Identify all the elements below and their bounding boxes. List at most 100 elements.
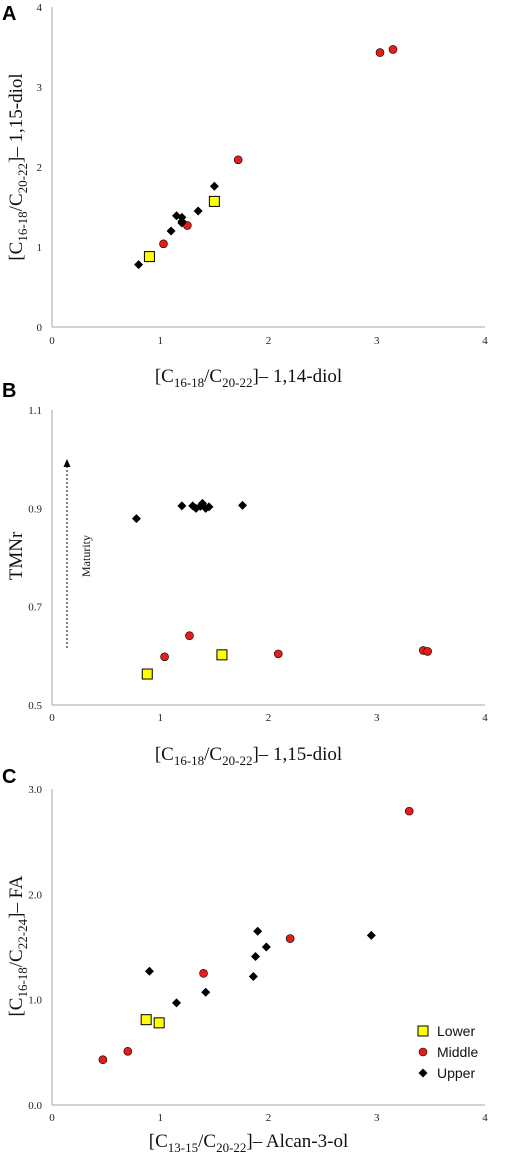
axis-title-part-sub2: 20-22 (216, 1140, 246, 1155)
axis-title-part-sub2: 20-22 (222, 753, 252, 768)
axis-title-part-mid: /C (6, 949, 27, 967)
data-point-upper (261, 942, 271, 952)
axis-title-part-close: ]– 1,15-diol (6, 73, 27, 163)
axis-title-part-mid: /C (204, 366, 222, 387)
data-point-upper (209, 181, 219, 191)
x-tick-label: 1 (158, 712, 164, 724)
maturity-arrow-head (63, 459, 71, 467)
x-tick-label: 0 (49, 1112, 55, 1124)
data-point-lower (208, 195, 220, 207)
legend-marker-upper (418, 1068, 428, 1078)
axis-title-part-close: ]– FA (6, 875, 27, 919)
x-tick-label: 4 (482, 712, 488, 724)
legend: Lower Middle Upper (417, 1023, 478, 1081)
legend-label-lower: Lower (437, 1023, 475, 1039)
data-point-upper (248, 971, 258, 981)
y-tick-label: 0 (37, 322, 43, 334)
axis-title-part-mid: /C (6, 193, 27, 211)
data-point-middle (233, 155, 243, 165)
data-point-upper (177, 218, 187, 228)
y-tick-label: 0.7 (28, 602, 42, 614)
data-point-upper (177, 501, 187, 511)
x-tick-label: 3 (374, 712, 380, 724)
axis-title-part-open: [C (6, 998, 27, 1017)
panel-c: C0 1 2 3 40.01.02.03.0[C13-15/C20-22]– Alcan… (2, 766, 488, 1155)
axis-title-part-sub2: 22-24 (15, 918, 30, 949)
data-point-middle (123, 1046, 133, 1056)
data-point-upper (366, 930, 376, 940)
x-axis-title: [C16-18/C20-22]– 1,14-diol (155, 366, 342, 390)
data-point-upper (251, 951, 261, 961)
data-point-upper (134, 260, 144, 270)
axis-title-part-close: ]– 1,14-diol (252, 366, 342, 387)
x-tick-label: 3 (374, 1112, 380, 1124)
axis-title-part-sub1: 16-18 (15, 967, 30, 997)
y-tick-label: 1 (37, 242, 43, 254)
data-point-middle (423, 647, 432, 656)
data-point-upper (166, 226, 176, 236)
y-tick-label: 2.0 (28, 889, 42, 901)
panel-b: B 0 1 2 3 4 0.5 0.7 0.9 1.1 [C16-18/C20-22]– 1,15-… (2, 380, 488, 768)
data-point-middle (159, 239, 168, 249)
data-point-middle (185, 631, 194, 640)
axis-title-part-sub2: 20-22 (15, 163, 30, 193)
axis-title-part-sub1: 16-18 (15, 211, 30, 241)
axis-title-part-close: ]– 1,15-diol (252, 744, 342, 765)
axis-title-part-open: [C (149, 1131, 168, 1152)
y-tick-label: 1.0 (28, 995, 42, 1007)
y-axis-title: [C16-18/C20-22]– 1,15-diol (6, 73, 30, 260)
data-point-upper (238, 500, 248, 510)
data-point-upper (144, 966, 154, 976)
data-point-lower (140, 1014, 152, 1026)
data-point-middle (199, 969, 208, 978)
maturity-annotation: Maturity (79, 535, 93, 577)
y-tick-label: 3 (37, 82, 43, 94)
legend-label-upper: Upper (437, 1065, 475, 1081)
panel-letter: C (2, 766, 16, 788)
x-tick-label: 0 (49, 712, 55, 724)
x-tick-label: 0 (49, 335, 55, 347)
x-tick-label: 1 (158, 1112, 164, 1124)
axis-title-part-sub1: 16-18 (174, 753, 204, 768)
data-point-middle (98, 1055, 108, 1065)
y-tick-label: 0.5 (28, 700, 42, 712)
x-tick-label: 4 (482, 1112, 488, 1124)
legend-marker-lower (417, 1025, 429, 1037)
data-point-lower (153, 1017, 165, 1029)
data-point-upper (204, 502, 214, 512)
data-point-upper (253, 926, 263, 936)
legend-label-middle: Middle (437, 1044, 478, 1060)
data-point-upper (131, 514, 141, 524)
data-point-upper (193, 206, 203, 216)
panel-letter: B (2, 380, 16, 402)
data-point-upper (171, 998, 181, 1008)
axis-title-part-open: [C (155, 366, 174, 387)
axis-title-part-sub1: 13-15 (168, 1140, 198, 1155)
x-tick-label: 2 (266, 712, 272, 724)
axis-title-part-mid: /C (198, 1131, 216, 1152)
y-tick-label: 3.0 (28, 784, 42, 796)
x-axis-title: [C13-15/C20-22]– Alcan-3-ol (149, 1131, 348, 1155)
x-tick-label: 3 (374, 335, 380, 347)
data-point-middle (375, 48, 385, 57)
data-point-middle (273, 649, 283, 659)
data-point-middle (285, 934, 295, 943)
axis-title-part-open: [C (155, 744, 174, 765)
data-point-middle (404, 806, 414, 816)
axis-title-part-sub1: 16-18 (174, 375, 204, 390)
y-tick-label: 2 (37, 162, 43, 174)
y-axis-title: [C16-18/C22-24]– FA (6, 875, 30, 1016)
y-tick-label: 0.9 (28, 503, 42, 515)
x-tick-label: 2 (266, 335, 272, 347)
x-tick-label: 1 (158, 335, 164, 347)
axis-title-part-close: ]– Alcan-3-ol (246, 1131, 348, 1152)
y-axis-title: TMNr (6, 531, 27, 580)
y-tick-label: 4 (37, 2, 43, 14)
legend-marker-middle (418, 1047, 428, 1057)
data-point-lower (143, 251, 155, 263)
data-point-middle (388, 45, 398, 54)
data-point-lower (216, 649, 228, 661)
data-point-upper (201, 987, 211, 997)
y-tick-label: 1.1 (28, 405, 42, 417)
